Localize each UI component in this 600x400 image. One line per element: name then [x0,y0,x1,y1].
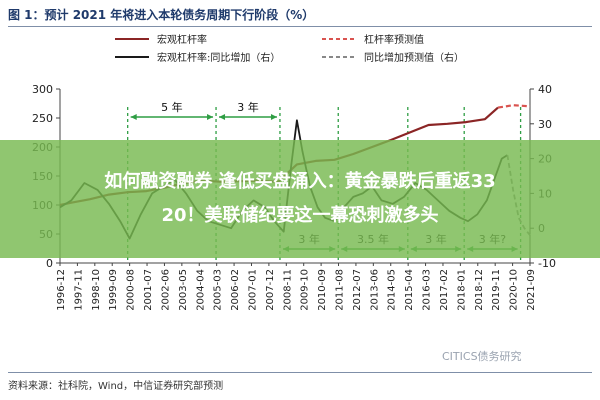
x-tick-label: 2010-09 [317,269,328,311]
x-tick-label: 2004-04 [195,269,206,311]
banner-line-2: 20！美联储纪要这一幕恐刺激多头 [161,205,439,226]
y-left-tick-label: 0 [46,257,53,270]
x-tick-label: 2007-12 [265,269,276,311]
legend-label: 宏观杠杆率:同比增加（右） [157,51,280,64]
x-tick-label: 1998-10 [91,269,102,311]
banner-line-1: 如何融资融券 逢低买盘涌入：黄金暴跌后重返33 [104,171,496,192]
x-tick-label: 2019-11 [491,269,502,311]
x-tick-label: 2007-01 [247,269,258,311]
y-left-tick-label: 250 [32,112,53,125]
cycle-arrow-right [207,114,214,120]
legend-label: 同比增加预测值（右） [364,51,464,64]
y-right-tick-label: 30 [538,118,552,131]
y-left-tick-label: 300 [32,83,53,96]
cycle-arrow-right [270,114,277,120]
x-tick-label: 2017-02 [439,269,450,311]
x-tick-label: 2018-12 [474,269,485,311]
x-tick-label: 2003-05 [178,269,189,311]
figure-title: 图 1：预计 2021 年将进入本轮债务周期下行阶段（%） [8,8,315,22]
x-tick-label: 2006-02 [230,269,241,311]
x-tick-label: 2014-05 [387,269,398,311]
title-rule [8,26,592,27]
source-rule [8,372,592,373]
cycle-arrow-left [130,114,137,120]
promo-banner[interactable] [0,140,600,258]
cycle-arrow-left [219,114,226,120]
x-tick-label: 2009-10 [300,269,311,311]
x-tick-label: 2002-06 [160,269,171,311]
x-tick-label: 2001-07 [143,269,154,311]
cycle-label: 5 年 [161,100,183,114]
source-note: 资料来源：社科院，Wind，中信证券研究部预测 [8,381,224,392]
x-tick-label: 2000-08 [126,269,137,311]
x-tick-label: 1996-12 [56,269,67,311]
series-line [497,104,531,109]
x-tick-label: 2016-03 [422,269,433,311]
x-tick-label: 2011-08 [335,269,346,311]
x-tick-label: 2015-04 [404,269,415,311]
x-tick-label: 2008-11 [282,269,293,311]
cycle-label: 3 年 [237,100,259,114]
x-tick-label: 2018-01 [456,269,467,311]
y-right-tick-label: -10 [538,257,556,270]
x-tick-label: 2012-07 [352,269,363,311]
x-tick-label: 1999-09 [108,269,119,311]
legend-label: 宏观杠杆率 [157,33,207,46]
x-tick-label: 2013-06 [369,269,380,311]
y-right-tick-label: 40 [538,83,552,96]
watermark: CITICS债务研究 [442,350,522,363]
promo-banner-text[interactable]: 如何融资融券 逢低买盘涌入：黄金暴跌后重返33 20！美联储纪要这一幕恐刺激多头 [14,165,586,233]
x-tick-label: 2020-10 [509,269,520,311]
legend-label: 杠杆率预测值 [364,33,424,46]
x-tick-label: 2005-03 [213,269,224,311]
x-tick-label: 1997-11 [73,269,84,311]
x-tick-label: 2021-09 [526,269,537,311]
